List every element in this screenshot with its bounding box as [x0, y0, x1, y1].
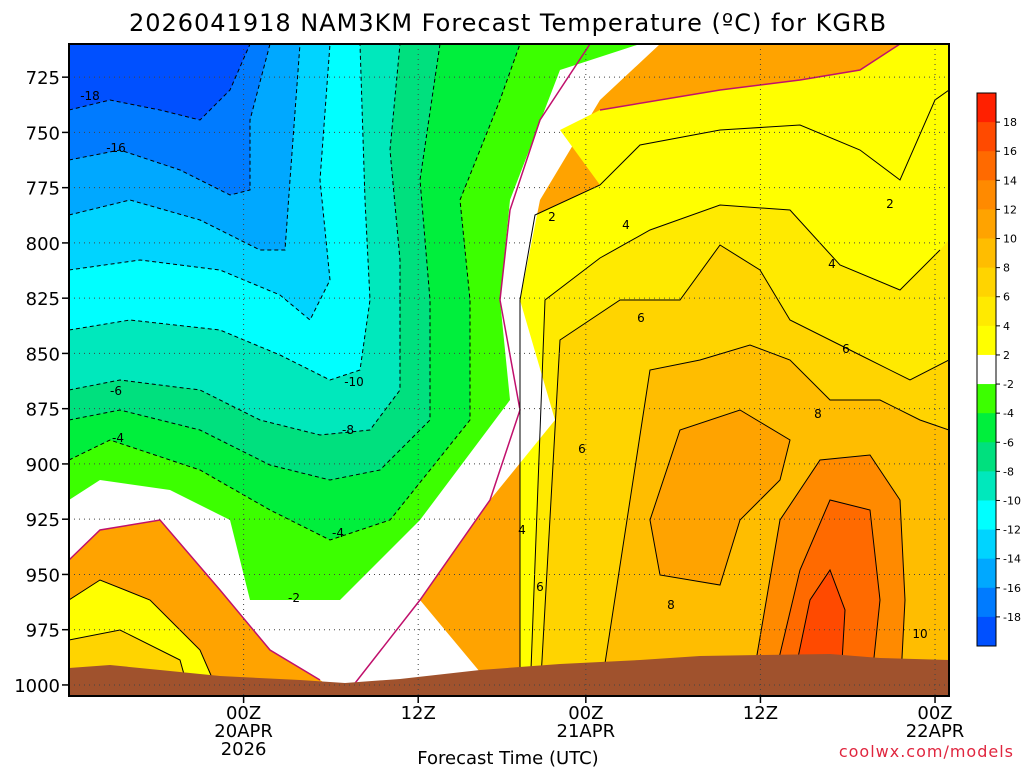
- colorbar-label: 12: [1003, 203, 1017, 216]
- colorbar-swatch: [977, 180, 996, 210]
- colorbar-label: 2: [1003, 349, 1010, 362]
- contour-label: -8: [342, 423, 354, 437]
- colorbar-swatch: [977, 325, 996, 356]
- colorbar-label: -12: [1003, 524, 1021, 537]
- band-fill-10-12: [650, 410, 790, 585]
- colorbar-label: -8: [1003, 465, 1014, 478]
- y-tick-label: 950: [26, 565, 60, 586]
- colorbar-swatch: [977, 151, 996, 181]
- colorbar-label: -18: [1003, 611, 1021, 624]
- contour-label: 10: [912, 627, 927, 641]
- y-tick-label: 800: [26, 234, 60, 255]
- x-tick-date: 21APR: [557, 721, 616, 742]
- contour-label: 8: [667, 598, 675, 612]
- colorbar-swatch: [977, 500, 996, 531]
- colorbar-swatch: [977, 413, 996, 443]
- colorbar-label: 4: [1003, 320, 1010, 333]
- y-tick-label: 1000: [14, 676, 60, 697]
- contour-label: -6: [110, 384, 122, 398]
- colorbar-swatch: [977, 209, 996, 240]
- contour-label: -2: [288, 591, 300, 605]
- contour-label: 6: [578, 442, 586, 456]
- colorbar-label: 8: [1003, 262, 1010, 275]
- zero-contours: [69, 44, 901, 696]
- colorbar-swatch: [977, 122, 996, 152]
- contour-label: 2: [548, 210, 556, 224]
- colorbar-swatch: [977, 442, 996, 472]
- colorbar-swatch: [977, 616, 996, 647]
- y-tick-label: 900: [26, 455, 60, 476]
- colorbar-swatch: [977, 296, 996, 327]
- colorbar-swatch: [977, 529, 996, 560]
- x-tick-label: 12Z: [401, 703, 436, 724]
- y-tick-label: 750: [26, 123, 60, 144]
- colorbar-label: 14: [1003, 174, 1017, 187]
- contour-label: -16: [106, 141, 126, 155]
- x-tick-label: 12Z: [743, 703, 778, 724]
- x-tick-label: 00Z: [568, 703, 603, 724]
- colorbar-frame: [976, 92, 997, 647]
- contour-labels: -18 -16 -10 -8 -6 -4 -4 -2 2 2 4 4 4 6 6 6 6 8 8 10: [80, 89, 927, 641]
- colorbar-swatch: [977, 267, 996, 298]
- y-axis: 725 750 775 800 825 850 875 900 925 950 975 1000: [14, 68, 69, 697]
- colorbar-label: -14: [1003, 553, 1021, 566]
- colorbar-label: 16: [1003, 145, 1017, 158]
- colorbar-label: -4: [1003, 407, 1014, 420]
- band-fill-2-4-top: [560, 44, 949, 185]
- band-fill-m18-less: [69, 44, 250, 120]
- y-tick-label: 925: [26, 510, 60, 531]
- colorbar-swatch: [977, 471, 996, 501]
- cold-contours: [69, 44, 521, 541]
- colorbar-swatch: [977, 384, 996, 414]
- x-tick-year: 2026: [221, 739, 267, 760]
- colorbar-label: 6: [1003, 291, 1010, 304]
- x-tick-label: 00Z: [917, 703, 952, 724]
- y-tick-label: 975: [26, 621, 60, 642]
- colorbar-label: -10: [1003, 494, 1021, 507]
- plot-fill: [69, 44, 949, 696]
- colorbar-swatch: [977, 238, 996, 269]
- colorbar-label: -6: [1003, 436, 1014, 449]
- plot-frame: [68, 43, 950, 697]
- y-tick-label: 775: [26, 179, 60, 200]
- contour-label: -4: [112, 431, 124, 445]
- y-tick-label: 875: [26, 400, 60, 421]
- colorbar-swatch: [977, 587, 996, 618]
- chart-title: 2026041918 NAM3KM Forecast Temperature (…: [129, 9, 887, 37]
- colorbar-label: -2: [1003, 378, 1014, 391]
- contour-label: 6: [536, 580, 544, 594]
- x-tick-date: 20APR: [214, 721, 273, 742]
- colorbar-swatch: [977, 93, 996, 123]
- x-tick-date: 22APR: [906, 721, 965, 742]
- colorbar-swatch: [977, 558, 996, 589]
- y-tick-label: 825: [26, 289, 60, 310]
- colorbar-swatch: [977, 354, 996, 385]
- contour-label: 4: [828, 257, 836, 271]
- x-axis-title: Forecast Time (UTC): [417, 748, 598, 768]
- contour-label: -10: [344, 375, 364, 389]
- contour-label: -18: [80, 89, 100, 103]
- colorbar-label: 18: [1003, 116, 1017, 129]
- grid-lines: [69, 44, 949, 696]
- y-tick-label: 850: [26, 344, 60, 365]
- colorbar-label: -16: [1003, 582, 1021, 595]
- colorbar-label: 10: [1003, 233, 1017, 246]
- contour-label: 8: [814, 407, 822, 421]
- y-tick-label: 725: [26, 68, 60, 89]
- contour-label: 6: [842, 342, 850, 356]
- contour-label: 6: [637, 311, 645, 325]
- contour-label: 4: [518, 523, 526, 537]
- contour-label: 4: [622, 218, 630, 232]
- credit-text: coolwx.com/models: [839, 742, 1014, 761]
- contour-label: 2: [886, 197, 894, 211]
- terrain-fill: [69, 654, 949, 696]
- contour-label: -4: [332, 526, 344, 540]
- x-tick-label: 00Z: [226, 703, 261, 724]
- colorbar: 18 16 14 12 10 8 6 4 2 -2 -4 -6 -8 -10 -12 -14 -16 -18: [976, 92, 1021, 647]
